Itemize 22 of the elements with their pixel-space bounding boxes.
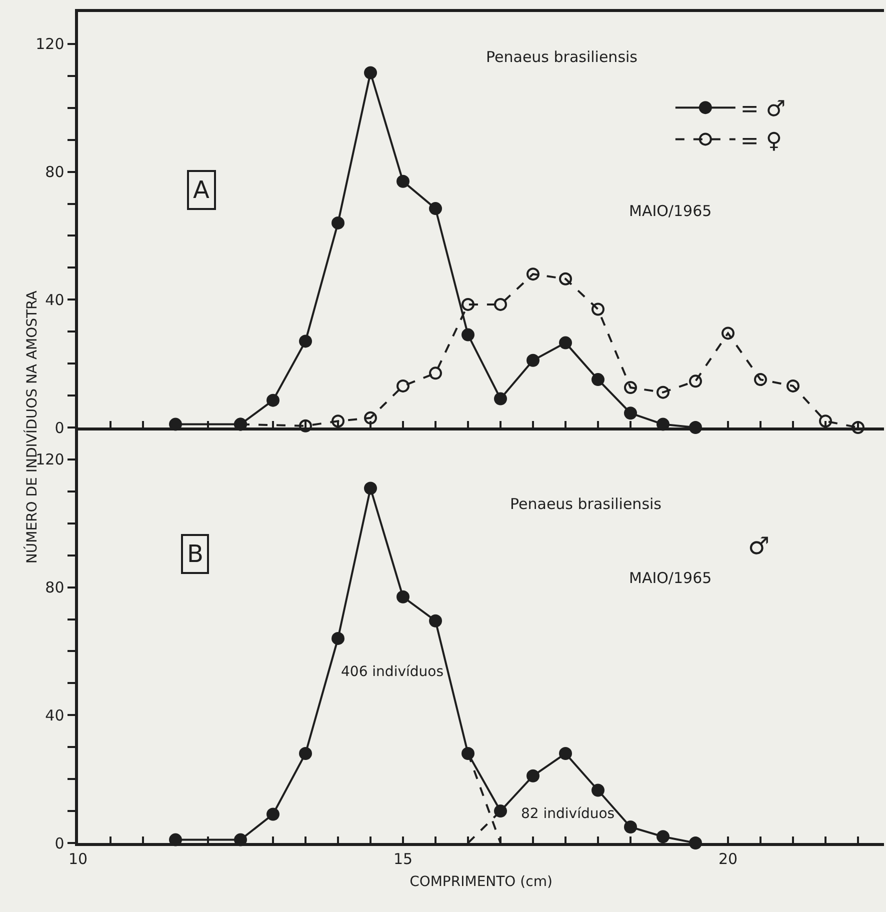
annotation: 82 indivíduos [521, 806, 615, 822]
y-tick-label: 40 [45, 290, 64, 309]
annotation: Penaeus brasiliensis [510, 495, 662, 513]
y-tick-label: 0 [54, 418, 64, 437]
y-tick-label: 0 [54, 834, 64, 852]
x-tick-label: 20 [718, 850, 738, 868]
legend-label: = ♀ [740, 128, 782, 154]
y-tick-label: 80 [45, 163, 64, 182]
annotation: ♂ [748, 532, 770, 560]
annotation: MAIO/1965 [629, 569, 712, 587]
annotation: A [193, 176, 210, 204]
x-tick-label: 15 [393, 850, 413, 868]
annotation: Penaeus brasiliensis [486, 48, 638, 66]
y-tick-label: 80 [45, 578, 64, 597]
y-tick-label: 40 [45, 706, 64, 724]
x-tick-label: 10 [68, 850, 88, 868]
annotation: B [187, 540, 204, 568]
legend-label: = ♂ [740, 97, 786, 122]
x-axis-title: COMPRIMENTO (cm) [410, 874, 552, 890]
annotation: MAIO/1965 [629, 202, 712, 220]
annotation: 406 indivíduos [341, 664, 444, 680]
y-tick-label: 120 [36, 35, 64, 54]
